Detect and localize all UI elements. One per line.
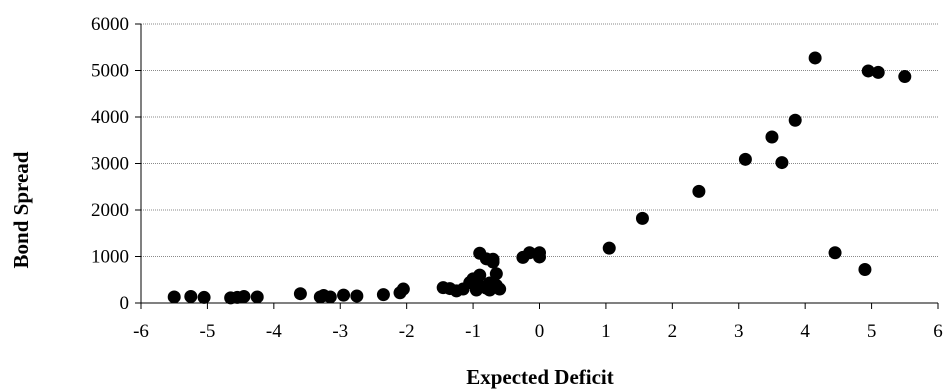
y-tick-label: 2000 [91, 200, 129, 221]
x-axis-title: Expected Deficit [466, 365, 614, 389]
x-tick-label: -4 [266, 321, 282, 342]
y-gridlines [141, 23, 938, 257]
data-point [493, 282, 507, 296]
data-point [788, 113, 802, 127]
data-point [808, 51, 822, 65]
data-point [861, 64, 875, 78]
data-point [323, 290, 337, 304]
data-point [167, 290, 181, 304]
y-tick-label: 0 [120, 293, 130, 314]
data-point [828, 246, 842, 260]
data-point [250, 290, 264, 304]
data-point [184, 289, 198, 303]
data-point [602, 241, 616, 255]
data-point [898, 70, 912, 84]
data-point [293, 287, 307, 301]
x-tick-label: -2 [399, 321, 415, 342]
data-point [396, 282, 410, 296]
data-point [337, 288, 351, 302]
x-tick-label: 5 [867, 321, 877, 342]
data-point [765, 130, 779, 144]
data-point [473, 268, 487, 282]
data-point [775, 156, 789, 170]
x-tick-labels: -6 -5 -4 -3 -2 -1 0 1 2 3 4 5 6 [133, 321, 943, 342]
y-tick-labels: 0 1000 2000 3000 4000 5000 6000 [91, 14, 129, 314]
x-tick-label: -6 [133, 321, 149, 342]
data-point [486, 252, 500, 266]
x-tick-label: 4 [800, 321, 810, 342]
x-tick-label: 3 [734, 321, 744, 342]
data-point [523, 246, 537, 260]
x-tick-label: 1 [601, 321, 611, 342]
data-point [376, 288, 390, 302]
data-point [350, 289, 364, 303]
data-point [635, 211, 649, 225]
data-point [489, 267, 503, 281]
y-tick-label: 4000 [91, 107, 129, 128]
y-tick-label: 5000 [91, 61, 129, 82]
y-tick-label: 6000 [91, 14, 129, 35]
y-tick-label: 3000 [91, 154, 129, 175]
x-tick-label: -1 [465, 321, 481, 342]
x-tick-label: -5 [200, 321, 216, 342]
data-point [692, 184, 706, 198]
data-point [738, 152, 752, 166]
data-point [533, 250, 546, 264]
x-tick-label: 6 [933, 321, 943, 342]
y-tick-label: 1000 [91, 247, 129, 268]
x-tick-label: 2 [668, 321, 678, 342]
axes [135, 23, 939, 309]
data-points [167, 51, 912, 305]
data-point [237, 289, 251, 303]
x-tick-label: -3 [332, 321, 348, 342]
data-point [197, 290, 211, 304]
y-axis-title: Bond Spread [9, 151, 33, 268]
x-tick-label: 0 [535, 321, 545, 342]
data-point [871, 65, 885, 79]
data-point [858, 263, 872, 277]
